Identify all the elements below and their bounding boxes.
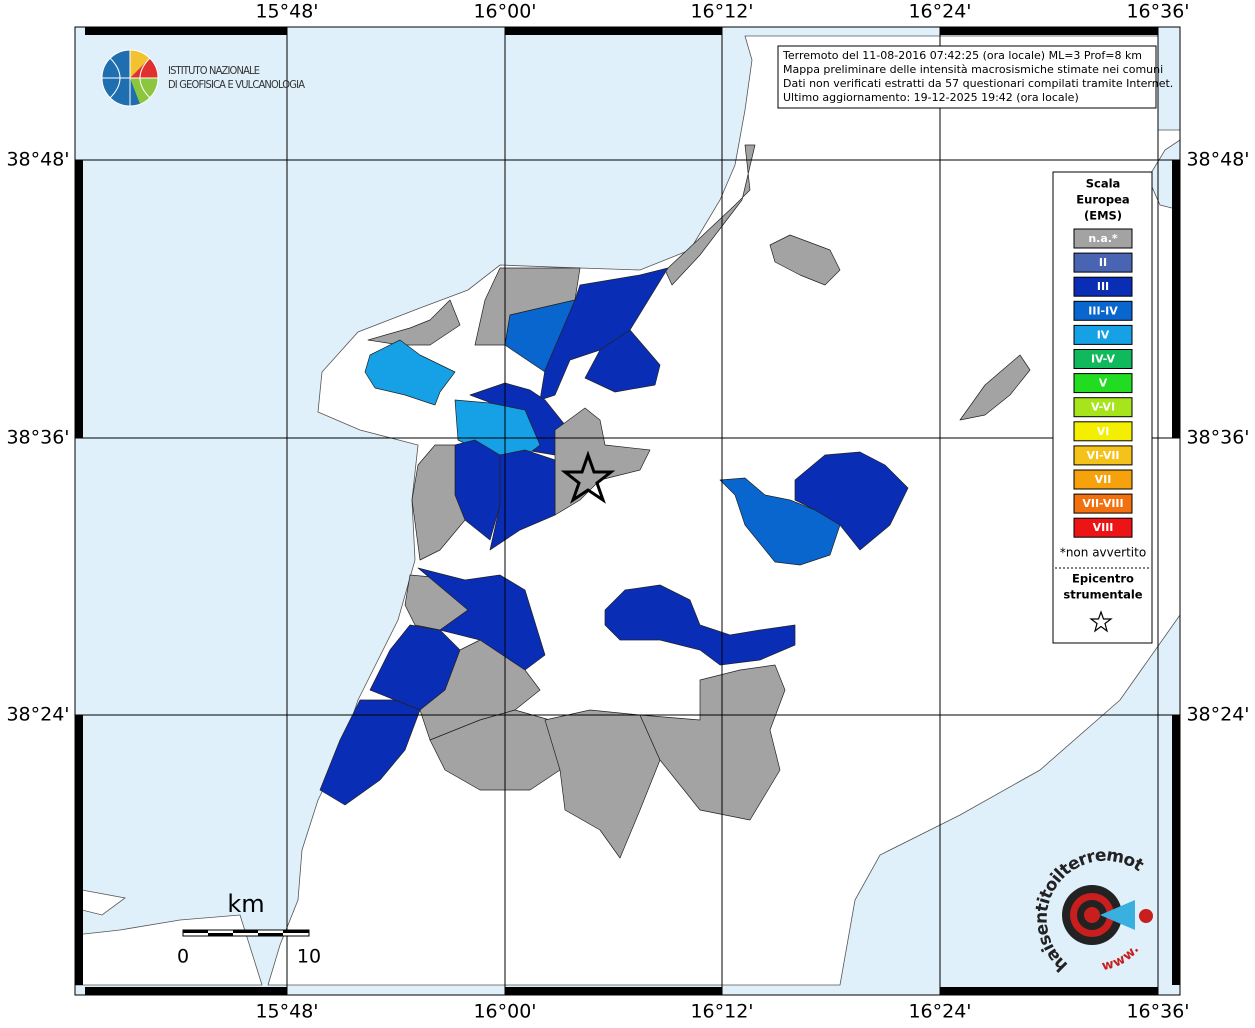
scale-label: 0 (177, 946, 189, 968)
legend-epicenter: Epicentro (1072, 572, 1134, 586)
legend-swatch (1073, 469, 1133, 490)
region (417, 567, 546, 671)
legend-label: III-IV (1088, 304, 1118, 317)
lon-label: 16°36' (1126, 1001, 1189, 1023)
lat-label: 38°36' (1186, 427, 1249, 449)
legend-label: VIII (1093, 521, 1114, 534)
brand-logo (1062, 885, 1153, 945)
legend-label: IV-V (1091, 353, 1116, 366)
legend-epicenter: strumentale (1063, 588, 1142, 602)
lon-label: 16°12' (690, 1001, 753, 1023)
legend-title: Scala (1086, 177, 1121, 191)
legend-label: VII-VIII (1082, 497, 1123, 510)
lat-label: 38°24' (6, 704, 69, 726)
lon-label: 16°12' (690, 1, 753, 23)
legend-label: III (1097, 280, 1109, 293)
lon-label: 16°24' (908, 1001, 971, 1023)
region (584, 329, 661, 393)
legend-swatch (1073, 421, 1133, 442)
logo-text: DI GEOFISICA E VULCANOLOGIA (168, 78, 305, 91)
header-line: Dati non verificati estratti da 57 quest… (783, 77, 1173, 90)
frame (74, 26, 1181, 996)
lat-label: 38°48' (6, 149, 69, 171)
legend-swatch (1073, 252, 1133, 273)
legend-label: VII (1095, 473, 1112, 486)
legend-note: *non avvertito (1060, 546, 1146, 560)
header-line: Ultimo aggiornamento: 19-12-2025 19:42 (… (783, 91, 1079, 104)
ingv-logo (101, 49, 159, 107)
region (489, 449, 556, 551)
legend-swatch (1073, 397, 1133, 418)
municipalities (319, 144, 1031, 859)
epicenter (560, 450, 616, 504)
legend-title: (EMS) (1084, 209, 1122, 223)
header-line: Terremoto del 11-08-2016 07:42:25 (ora l… (782, 49, 1142, 62)
legend-label: VI (1097, 425, 1110, 438)
scale-unit: km (227, 890, 264, 918)
legend-label: V (1099, 377, 1108, 390)
lon-label: 16°00' (473, 1, 536, 23)
legend-title: Europea (1076, 193, 1129, 207)
legend-label: V-VI (1091, 401, 1115, 414)
region (539, 267, 669, 401)
lat-label: 38°36' (6, 427, 69, 449)
legend-swatch (1073, 493, 1133, 514)
legend-swatch (1073, 324, 1133, 345)
legend-swatch (1073, 349, 1133, 369)
region (364, 339, 456, 406)
region (604, 584, 796, 666)
legend-label: IV (1097, 328, 1110, 341)
lon-label: 16°36' (1126, 1, 1189, 23)
region (719, 477, 841, 566)
lon-label: 16°00' (473, 1001, 536, 1023)
logo-text: ISTITUTO NAZIONALE (168, 64, 260, 77)
legend-swatch (1073, 373, 1133, 394)
scale-label: 10 (297, 946, 321, 968)
lat-label: 38°24' (1186, 704, 1249, 726)
region (544, 709, 661, 859)
legend-swatch (1073, 276, 1133, 297)
header-line: Mappa preliminare delle intensità macros… (783, 63, 1163, 76)
lat-label: 38°48' (1186, 149, 1249, 171)
lon-label: 16°24' (908, 1, 971, 23)
legend-swatch (1073, 517, 1133, 538)
region (769, 234, 841, 286)
region (794, 451, 909, 551)
legend-label: II (1099, 256, 1107, 269)
legend-swatch (1073, 445, 1133, 466)
legend-swatch (1073, 228, 1133, 249)
legend-star (1089, 610, 1113, 633)
region (411, 444, 466, 561)
graticule (75, 27, 1180, 995)
region (959, 354, 1031, 421)
region (639, 664, 786, 821)
legend-label: VI-VII (1086, 449, 1119, 462)
region (664, 144, 756, 286)
legend-label: n.a.* (1088, 232, 1118, 245)
header-box (777, 45, 1157, 109)
lon-label: 15°48' (255, 1, 318, 23)
region (319, 699, 421, 806)
scale-bar (182, 929, 310, 937)
legend-swatch (1073, 300, 1133, 321)
lon-label: 15°48' (255, 1001, 318, 1023)
